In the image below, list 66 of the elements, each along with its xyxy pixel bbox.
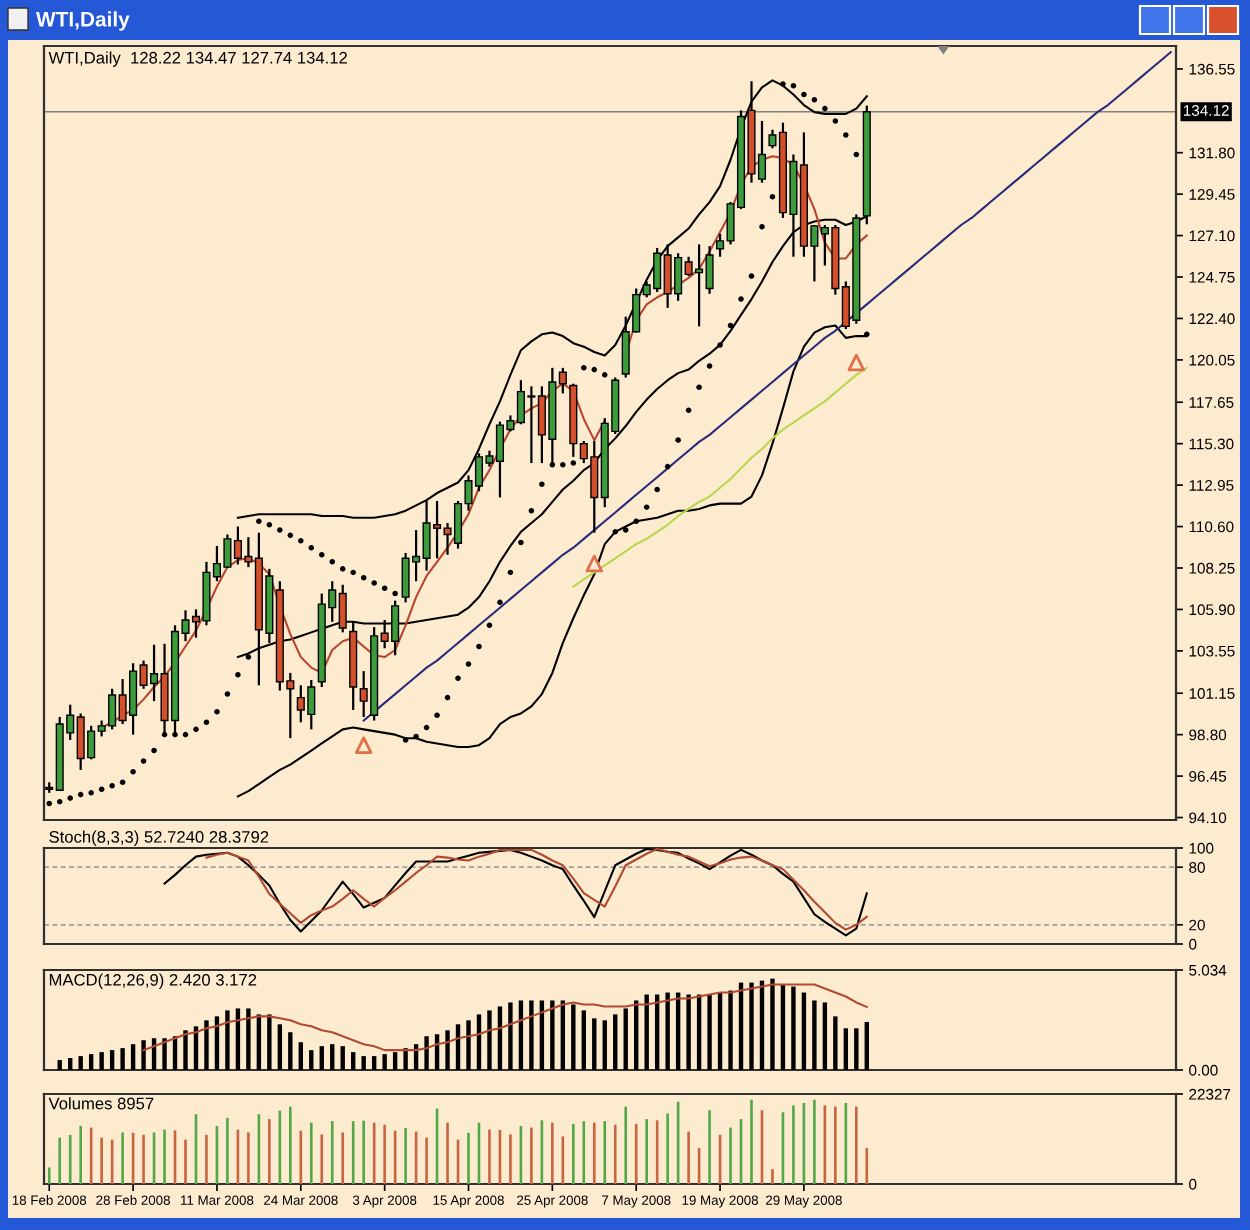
bar bbox=[487, 1010, 492, 1070]
line-series bbox=[362, 51, 1172, 722]
bar bbox=[225, 1010, 230, 1070]
chart-title: Volumes 8957 bbox=[48, 1097, 154, 1110]
bar bbox=[749, 982, 754, 1070]
bar bbox=[644, 994, 649, 1070]
bar bbox=[801, 992, 807, 1070]
bar bbox=[686, 994, 691, 1070]
bar bbox=[864, 1021, 869, 1070]
bar bbox=[141, 1040, 146, 1070]
bar bbox=[183, 1030, 188, 1070]
bar bbox=[57, 1060, 62, 1070]
bar bbox=[88, 1054, 94, 1070]
line-series bbox=[236, 324, 868, 798]
bar bbox=[833, 1016, 838, 1070]
bar bbox=[309, 1050, 314, 1070]
bar bbox=[120, 1048, 125, 1070]
bar bbox=[843, 1028, 849, 1070]
bar bbox=[340, 1046, 345, 1070]
bar bbox=[68, 1058, 73, 1070]
bar bbox=[854, 1028, 859, 1070]
bar bbox=[707, 994, 712, 1070]
chart-subtitle: WTI,Daily 128.22 134.47 127.74 134.12 bbox=[48, 51, 347, 67]
bar bbox=[78, 1056, 83, 1070]
bar bbox=[424, 1036, 429, 1070]
bar bbox=[403, 1048, 408, 1070]
bar bbox=[728, 990, 733, 1070]
bar bbox=[466, 1020, 471, 1070]
bar bbox=[319, 1046, 324, 1070]
bar bbox=[288, 1032, 293, 1070]
bar bbox=[623, 1008, 628, 1070]
bar bbox=[822, 1002, 828, 1070]
bar bbox=[550, 1000, 555, 1070]
bar bbox=[529, 1000, 534, 1070]
bar bbox=[770, 978, 775, 1070]
bar bbox=[571, 1004, 576, 1070]
bar bbox=[392, 1052, 398, 1070]
bar bbox=[204, 1020, 209, 1070]
bar bbox=[445, 1030, 450, 1070]
chart-title: Stoch(8,3,3) 52.7240 28.3792 bbox=[49, 830, 269, 847]
bar bbox=[351, 1052, 356, 1070]
bar bbox=[330, 1044, 335, 1070]
bar bbox=[382, 1054, 387, 1070]
bar bbox=[109, 1050, 115, 1070]
point bbox=[354, 736, 373, 754]
bar bbox=[602, 1020, 607, 1070]
bar bbox=[665, 992, 670, 1070]
bar bbox=[267, 1014, 272, 1070]
bar bbox=[508, 1002, 513, 1070]
bar bbox=[791, 986, 796, 1070]
bar bbox=[613, 1014, 618, 1070]
bar bbox=[581, 1010, 586, 1070]
bar bbox=[592, 1018, 597, 1070]
point bbox=[585, 554, 604, 573]
bar bbox=[277, 1024, 283, 1070]
bar bbox=[162, 1038, 167, 1070]
bar bbox=[371, 1056, 377, 1070]
bar bbox=[812, 1000, 817, 1070]
chart-title: MACD(12,26,9) 2.420 3.172 bbox=[49, 973, 257, 990]
bar bbox=[246, 1008, 251, 1070]
bar bbox=[298, 1042, 303, 1070]
bar bbox=[130, 1044, 136, 1070]
bar bbox=[361, 1056, 366, 1070]
point bbox=[847, 353, 866, 372]
chart-title: WTI,Daily bbox=[36, 11, 130, 31]
bar bbox=[99, 1052, 104, 1070]
